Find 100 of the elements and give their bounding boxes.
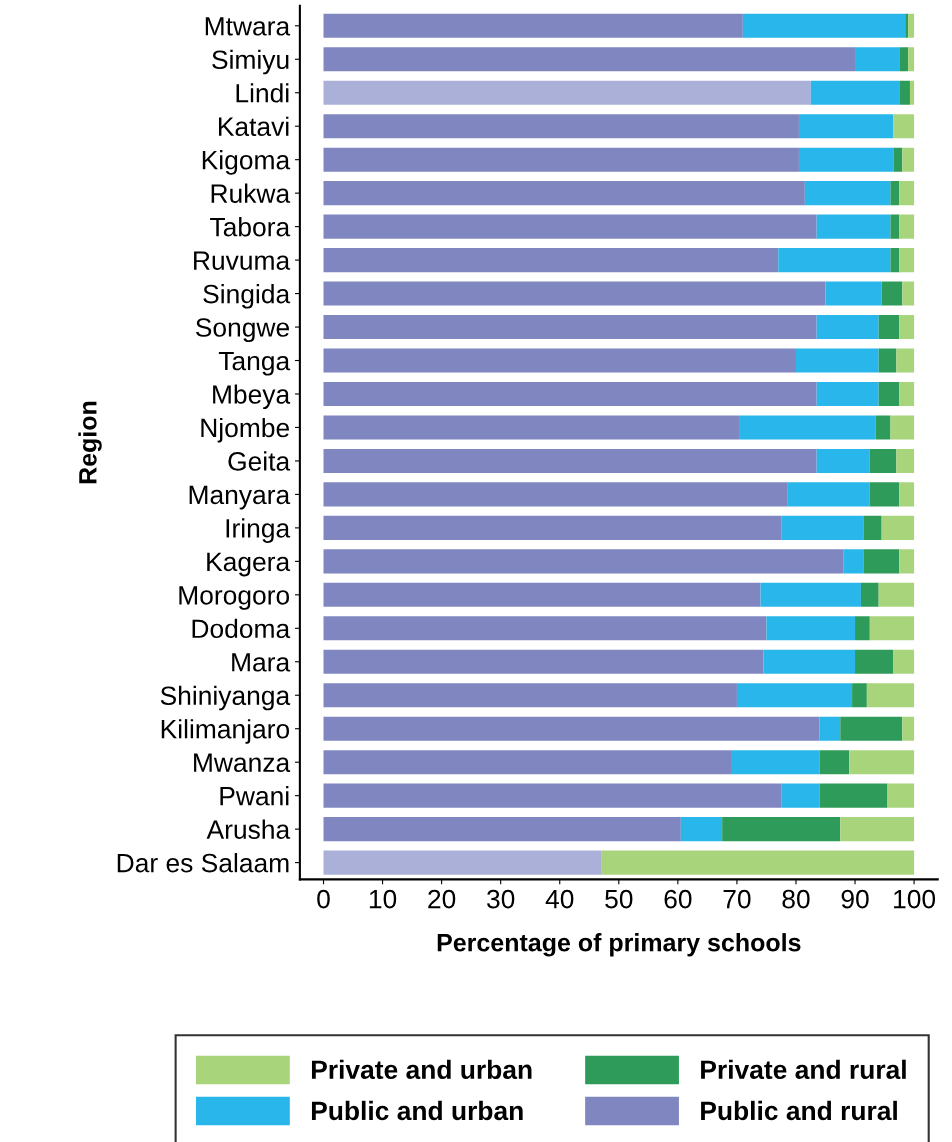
- bar: [881, 515, 915, 540]
- bar: [323, 315, 817, 340]
- legend-label: Private and rural: [701, 1059, 906, 1080]
- bar: [890, 181, 900, 206]
- bar: [323, 582, 761, 607]
- bar: [878, 348, 897, 373]
- bar: [887, 783, 915, 808]
- bar: [878, 315, 900, 340]
- bar: [840, 817, 915, 842]
- bar: [798, 147, 894, 172]
- bar: [893, 147, 903, 172]
- y-tick-label: Kilimanjaro: [161, 719, 290, 744]
- bar: [890, 248, 900, 273]
- y-tick-label: Katavi: [218, 116, 289, 137]
- bar: [323, 381, 817, 407]
- y-tick-label: Njombe: [201, 417, 289, 443]
- bar: [843, 549, 864, 574]
- y-tick-label: Mwanza: [194, 753, 291, 773]
- bar: [795, 348, 879, 373]
- y-tick-label: Geita: [228, 451, 291, 471]
- x-tick-label: 100: [894, 889, 936, 909]
- bar: [781, 515, 864, 540]
- bar: [899, 248, 915, 273]
- bar: [323, 13, 743, 38]
- bar: [323, 281, 826, 306]
- bar: [323, 415, 740, 440]
- bar: [731, 750, 820, 775]
- bar: [722, 817, 841, 842]
- bar: [763, 649, 856, 674]
- bar: [890, 415, 915, 440]
- y-tick-label: Rukwa: [211, 183, 291, 203]
- bar: [323, 515, 782, 540]
- legend-label: Private and urban: [311, 1059, 532, 1080]
- bar: [825, 281, 882, 306]
- bar: [902, 147, 915, 172]
- bar: [323, 817, 681, 842]
- bar: [323, 683, 737, 708]
- bar: [899, 381, 915, 407]
- y-tick-label: Mara: [232, 653, 291, 672]
- y-tick-label: Ruvuma: [194, 251, 291, 270]
- y-tick-label: Singida: [203, 284, 291, 309]
- x-tick-label: 30: [487, 889, 515, 909]
- y-axis-title: Region: [78, 401, 102, 484]
- bar: [899, 80, 910, 105]
- y-tick-label: Kigoma: [202, 150, 291, 175]
- y-tick-label: Songwe: [196, 318, 289, 343]
- y-tick-label: Mbeya: [213, 384, 291, 410]
- bar: [323, 214, 817, 239]
- y-tick-label: Dodoma: [192, 618, 291, 639]
- bar: [323, 616, 767, 641]
- bar: [601, 850, 915, 875]
- bar: [863, 515, 882, 540]
- bar: [323, 850, 602, 875]
- bar: [323, 47, 856, 72]
- bar: [323, 716, 820, 741]
- bar: [869, 616, 915, 641]
- x-tick-label: 0: [317, 889, 330, 909]
- bar: [323, 348, 796, 373]
- x-tick-label: 60: [664, 889, 692, 909]
- y-tick-label: Iringa: [226, 518, 291, 543]
- bar: [909, 80, 915, 105]
- bar: [899, 482, 915, 507]
- bar: [899, 549, 915, 574]
- bar: [902, 281, 915, 306]
- bar: [816, 315, 879, 340]
- y-tick-label: Morogoro: [179, 586, 290, 610]
- bar: [899, 315, 915, 340]
- y-tick-label: Tanga: [218, 351, 291, 376]
- bar: [787, 482, 870, 507]
- bar: [323, 649, 764, 674]
- bar: [742, 13, 906, 38]
- bar: [819, 750, 850, 775]
- bar: [893, 649, 915, 674]
- bar: [902, 716, 915, 741]
- x-tick-label: 70: [723, 889, 751, 909]
- y-tick-label: Manyara: [189, 485, 291, 510]
- y-tick-label: Dar es Salaam: [117, 853, 289, 873]
- bar: [816, 448, 870, 473]
- bar: [781, 783, 820, 808]
- y-tick-label: Simiyu: [212, 49, 289, 75]
- bar: [893, 114, 915, 139]
- bar: [905, 13, 909, 38]
- bar: [323, 549, 844, 574]
- y-tick-label: Tabora: [210, 217, 291, 237]
- bar: [881, 281, 903, 306]
- bar: [323, 248, 779, 273]
- x-tick-label: 80: [782, 889, 810, 909]
- bar: [855, 47, 900, 72]
- bar: [890, 214, 900, 239]
- bar: [819, 783, 888, 808]
- bar: [869, 482, 900, 507]
- y-tick-label: Shiniyanga: [160, 685, 291, 711]
- bar: [680, 817, 723, 842]
- bar: [860, 582, 879, 607]
- bar: [323, 147, 799, 172]
- bar: [908, 13, 915, 38]
- bar: [908, 47, 915, 72]
- bar: [739, 415, 876, 440]
- bar: [323, 482, 788, 507]
- bar: [852, 683, 867, 708]
